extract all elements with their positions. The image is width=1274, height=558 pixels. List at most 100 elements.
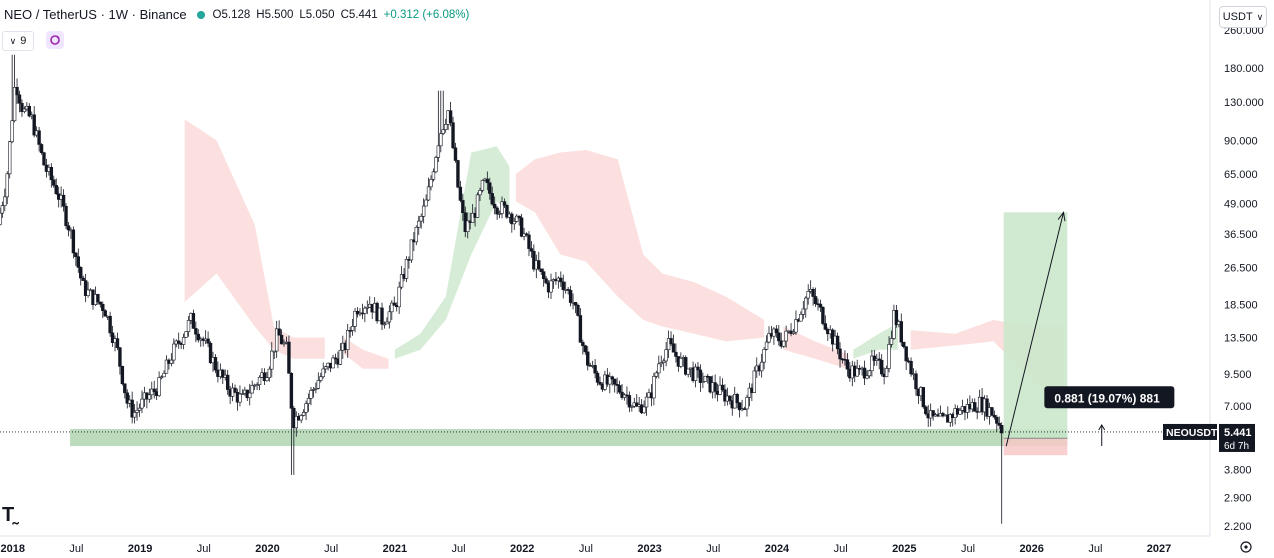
x-tick-label: Jul xyxy=(197,543,211,555)
candle-body xyxy=(879,359,884,375)
candle-body xyxy=(664,349,668,362)
candle-body xyxy=(838,348,842,360)
candle-body xyxy=(76,256,80,268)
candle-body xyxy=(424,199,428,207)
candle-body xyxy=(806,291,810,299)
candle-body xyxy=(995,416,999,424)
candle-body xyxy=(544,278,548,284)
x-tick-label: 2025 xyxy=(892,543,916,555)
candle-body xyxy=(169,359,174,364)
candle-body xyxy=(120,366,125,385)
candle-body xyxy=(409,239,414,261)
open-value: O5.128 xyxy=(212,8,251,21)
x-tick-label: 2020 xyxy=(255,543,279,555)
candle-body xyxy=(867,370,872,377)
candle-body xyxy=(495,207,499,215)
candle-body xyxy=(10,120,14,143)
candle-body xyxy=(319,376,323,381)
settings-gear-icon xyxy=(1240,541,1252,553)
y-tick-label: 2.200 xyxy=(1224,521,1252,533)
candle-body xyxy=(434,157,438,173)
candle-body xyxy=(137,407,142,411)
candle-body xyxy=(559,277,563,283)
candle-body xyxy=(576,304,580,316)
candle-body xyxy=(480,180,485,191)
candle-body xyxy=(157,377,161,396)
candle-body xyxy=(686,368,690,375)
candle-body xyxy=(992,415,997,418)
candle-body xyxy=(27,105,31,117)
indicators-count: 9 xyxy=(20,35,27,47)
candle-body xyxy=(338,349,343,365)
candle-body xyxy=(811,288,815,297)
candle-body xyxy=(98,301,103,305)
y-tick-label: 13.500 xyxy=(1224,332,1258,344)
symbol-title[interactable]: NEO / TetherUS · 1W · Binance xyxy=(4,7,187,22)
candle-body xyxy=(37,130,41,145)
sync-icon[interactable] xyxy=(46,31,64,49)
candle-body xyxy=(835,335,840,350)
candle-body xyxy=(537,260,541,270)
candle-body xyxy=(622,394,627,398)
high-value: H5.500 xyxy=(256,8,294,21)
candle-body xyxy=(777,332,781,342)
candle-body xyxy=(679,357,683,367)
candle-body xyxy=(397,286,401,308)
y-tick-label: 36.500 xyxy=(1224,229,1258,241)
candle-body xyxy=(277,328,281,336)
candle-body xyxy=(255,384,259,386)
candle-body xyxy=(110,332,115,343)
symbol-tag-box xyxy=(1163,423,1217,440)
candle-body xyxy=(698,369,703,383)
candle-body xyxy=(652,376,656,399)
position-stop-zone xyxy=(1003,438,1068,456)
currency-select[interactable]: USDT ∨ xyxy=(1219,6,1267,28)
candle-body xyxy=(314,388,318,390)
candle-body xyxy=(612,378,617,385)
candle-body xyxy=(208,342,213,364)
candle-body xyxy=(380,307,384,325)
x-tick-label: 2026 xyxy=(1019,543,1043,555)
x-tick-label: Jul xyxy=(324,543,338,555)
candle-body xyxy=(566,289,570,291)
candle-body xyxy=(3,196,7,206)
candle-body xyxy=(669,338,673,345)
candle-body xyxy=(723,389,727,402)
y-tick-label: 26.500 xyxy=(1224,262,1258,274)
candle-body xyxy=(294,415,298,429)
x-tick-label: 2018 xyxy=(0,543,24,555)
x-tick-label: 2021 xyxy=(383,543,407,555)
chart-header: NEO / TetherUS · 1W · Binance O5.128 H5.… xyxy=(0,0,1210,30)
candle-body xyxy=(5,173,9,198)
candle-body xyxy=(657,363,661,374)
candle-body xyxy=(642,406,646,414)
candle-body xyxy=(659,362,663,365)
candle-body xyxy=(561,281,565,291)
candle-body xyxy=(267,368,272,378)
candle-body xyxy=(784,330,788,342)
indicators-toggle-button[interactable]: ∨ 9 xyxy=(2,31,34,51)
candle-body xyxy=(524,233,529,236)
trade-label-text: 0.881 (19.07%) 881 xyxy=(1054,391,1160,405)
candle-body xyxy=(441,129,445,134)
y-tick-label: 90.000 xyxy=(1224,135,1258,147)
x-tick-label: 2022 xyxy=(510,543,534,555)
candle-body xyxy=(466,220,470,232)
candle-body xyxy=(458,186,463,201)
candle-body xyxy=(7,141,12,175)
candle-body xyxy=(279,334,284,345)
candle-body xyxy=(720,384,725,390)
candle-body xyxy=(752,370,757,393)
candle-body xyxy=(451,122,455,149)
candle-body xyxy=(270,350,274,370)
candle-body xyxy=(728,395,732,401)
candle-body xyxy=(282,342,286,345)
candle-body xyxy=(497,213,502,215)
last-price-tag: 5.441 xyxy=(1224,427,1252,439)
candle-body xyxy=(196,333,201,341)
candle-body xyxy=(159,376,164,379)
candle-body xyxy=(225,374,230,390)
candle-body xyxy=(177,340,181,344)
candle-body xyxy=(527,234,531,249)
